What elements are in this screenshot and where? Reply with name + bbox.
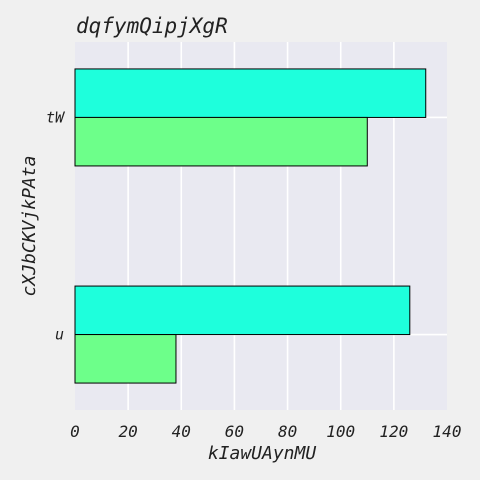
bar-u-series-2 [74,334,177,384]
y-category-label: u [55,326,64,344]
x-tick-label: 120 [379,422,408,441]
x-tick-label: 100 [326,422,355,441]
x-axis-ticks: 0 20 40 60 80 100 120 140 [70,422,461,441]
x-axis-label: kIawUAynMU [208,443,317,464]
bar-u-series-1 [74,285,411,336]
x-tick-label: 80 [278,422,297,441]
x-tick-label: 20 [119,422,138,441]
bars [74,68,427,384]
x-tick-label: 140 [433,422,462,441]
x-tick-label: 0 [70,422,80,441]
x-tick-label: 40 [172,422,191,441]
bar-tW-series-1 [74,68,427,118]
x-tick-label: 60 [225,422,244,441]
chart-title: dqfymQipjXgR [76,14,228,38]
y-axis-label: cXJbCKVjkPAta [19,156,40,297]
bar-tW-series-2 [74,116,368,167]
y-axis-categories: tW u [46,108,66,343]
y-category-label: tW [46,108,66,126]
